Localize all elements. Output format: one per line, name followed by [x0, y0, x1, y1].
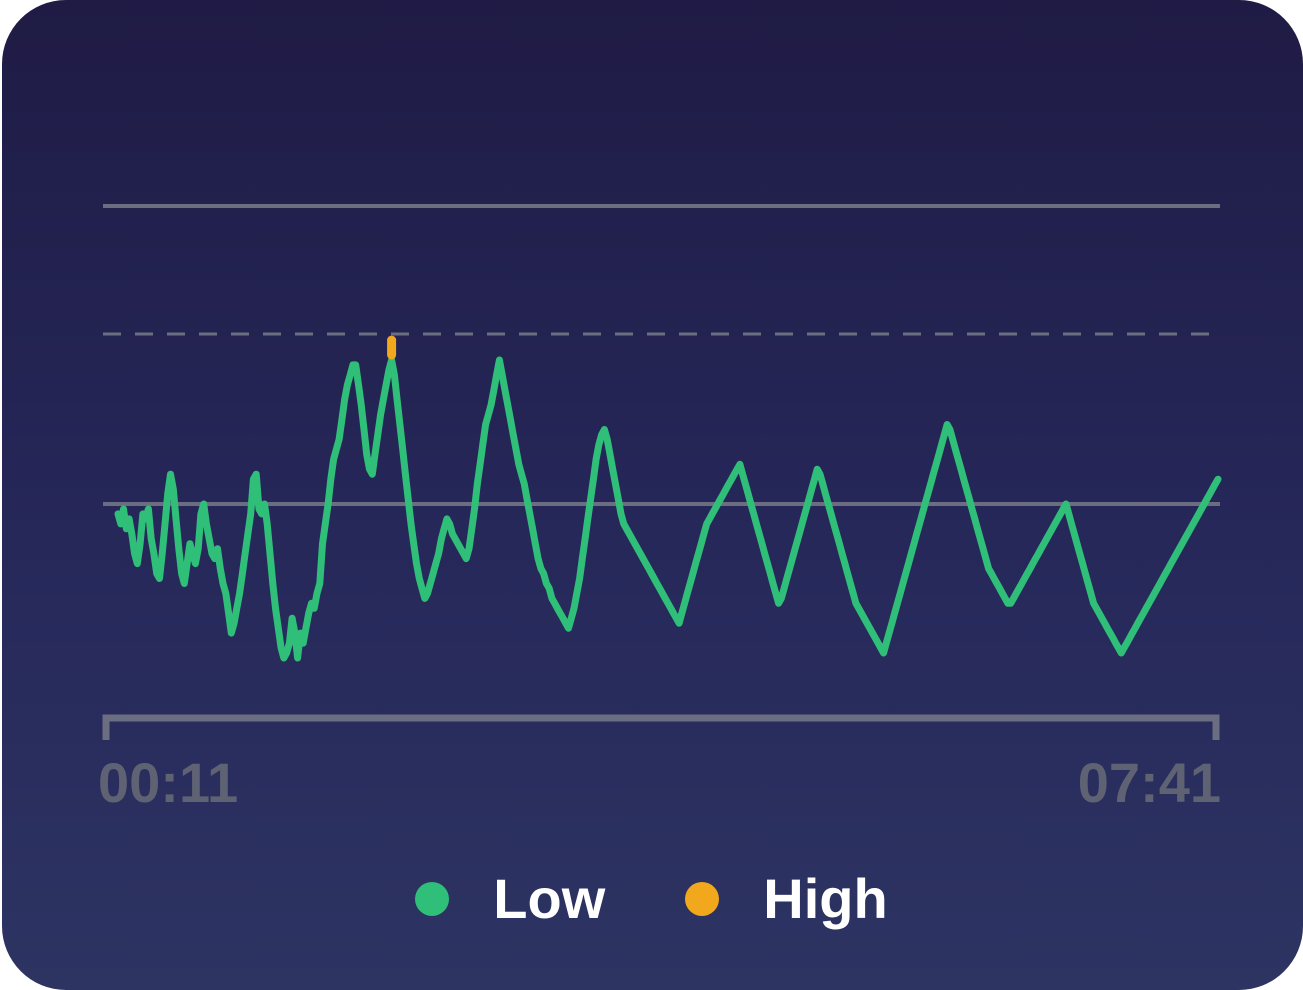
legend-high-label: High	[763, 867, 888, 930]
x-axis-end-label: 07:41	[1077, 751, 1221, 814]
legend-item-low: Low	[415, 866, 605, 931]
legend-low-dot-icon	[415, 881, 450, 916]
legend: Low High	[0, 866, 1303, 931]
legend-high-dot-icon	[685, 881, 720, 916]
series-layer	[114, 335, 1222, 662]
legend-item-high: High	[685, 866, 888, 931]
series-low-line	[114, 356, 1222, 662]
line-chart	[102, 204, 1222, 740]
x-axis-bracket	[102, 714, 1220, 740]
x-axis-start-label: 00:11	[98, 751, 239, 814]
legend-low-label: Low	[493, 867, 606, 930]
